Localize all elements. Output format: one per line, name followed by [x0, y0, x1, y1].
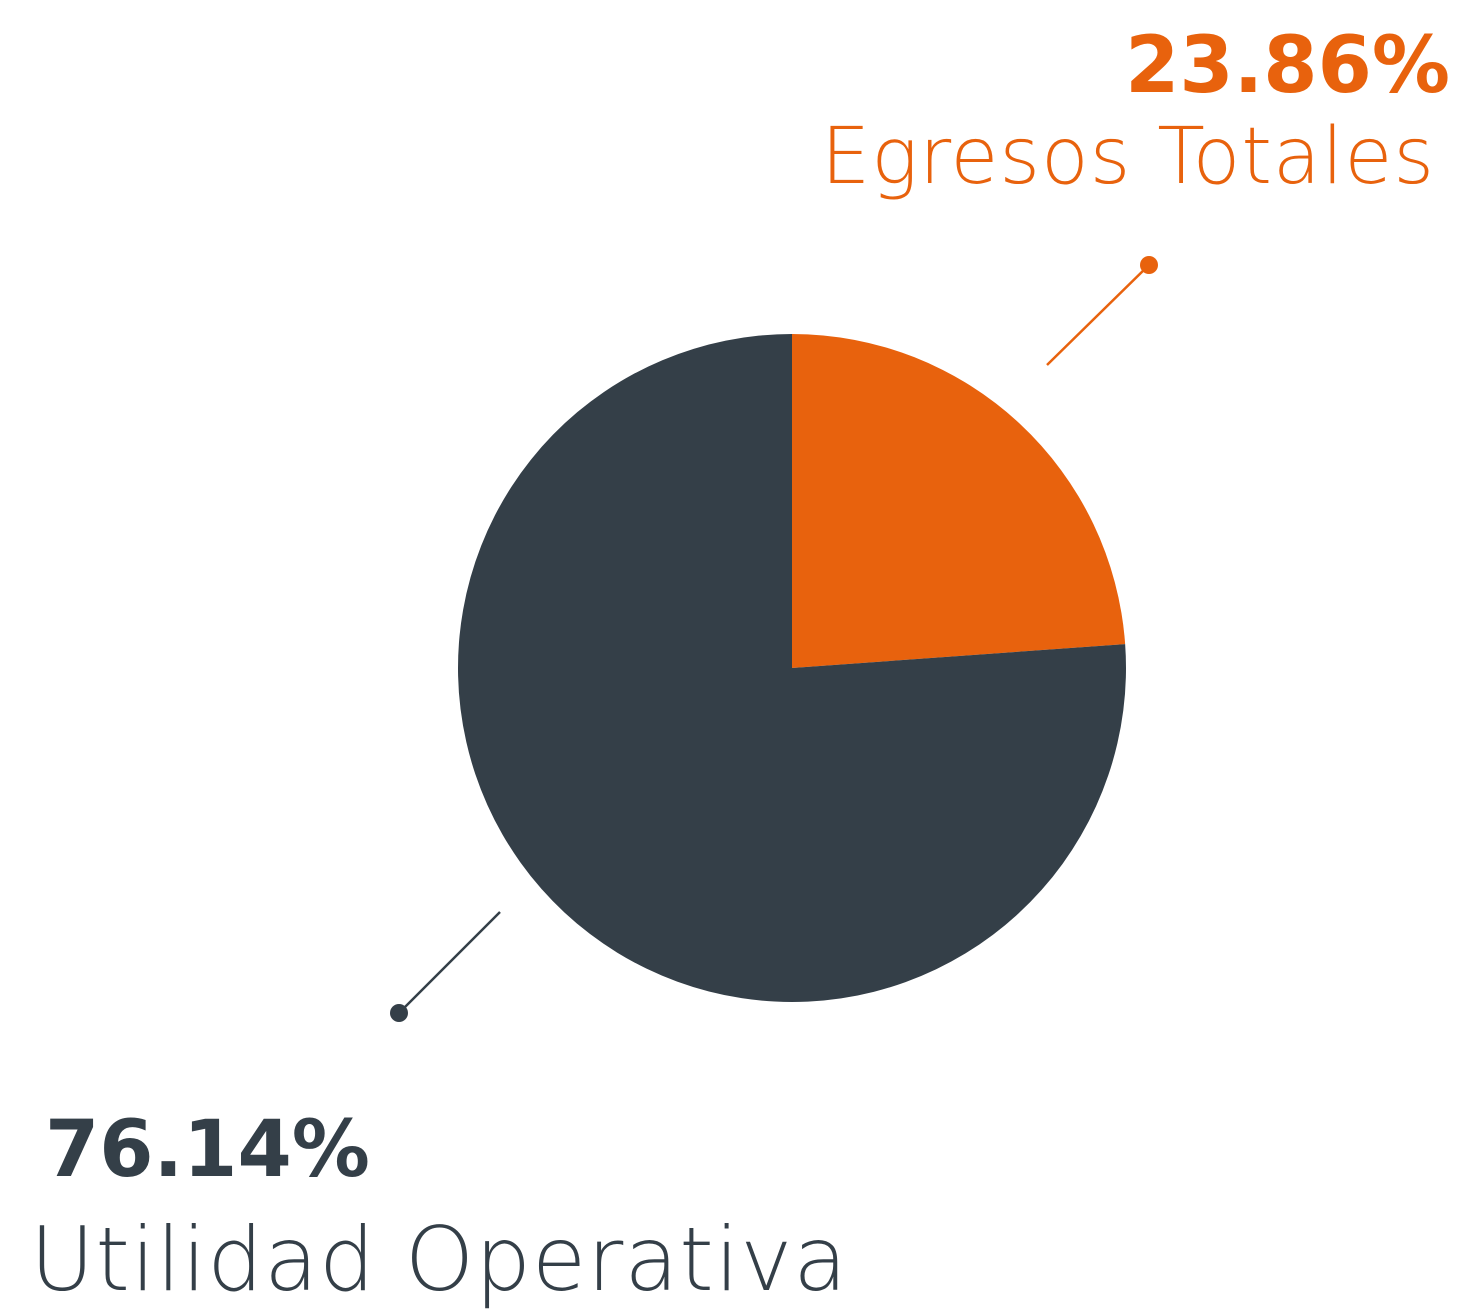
leader-line: [398, 911, 501, 1014]
category-label: Egresos Totales: [821, 112, 1435, 202]
pie-slice: [792, 334, 1126, 668]
value-label: 23.86%: [1125, 21, 1450, 111]
value-label: 76.14%: [45, 1105, 370, 1195]
leader-dot: [1140, 256, 1158, 274]
pie-slice: [458, 334, 1126, 1003]
leader-dot: [390, 1004, 408, 1022]
category-label: Utilidad Operativa: [30, 1208, 848, 1311]
leader-line: [1046, 264, 1150, 366]
